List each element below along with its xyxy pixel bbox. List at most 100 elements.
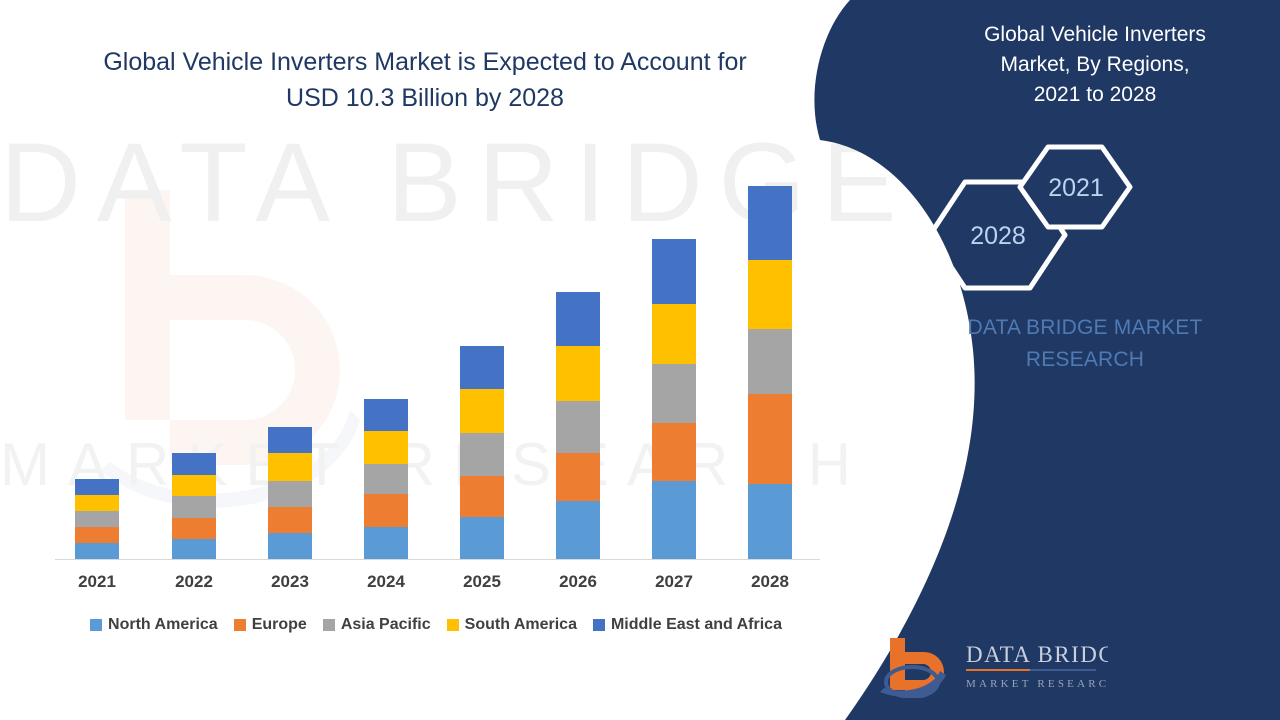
bar-column-2021 xyxy=(75,479,119,559)
logo-name-bottom: MARKET RESEARCH xyxy=(966,678,1108,690)
panel-brand-line2: RESEARCH xyxy=(1025,348,1145,371)
bar-segment xyxy=(364,494,408,527)
bar-segment xyxy=(172,475,216,496)
bar-segment xyxy=(556,401,600,453)
bar-segment xyxy=(172,539,216,559)
x-axis-line xyxy=(55,559,820,560)
bar-column-2022 xyxy=(172,453,216,559)
legend-swatch-icon xyxy=(592,619,605,631)
bar-segment xyxy=(75,479,119,495)
hexagon-2021-label: 2021 xyxy=(1048,174,1104,202)
chart-legend: North America Europe Asia Pacific South Ame… xyxy=(46,616,826,634)
legend-label: South America xyxy=(464,616,577,633)
legend-swatch-icon xyxy=(233,619,246,631)
hexagon-2028-outline xyxy=(927,179,1068,291)
bar-segment xyxy=(268,533,312,559)
bar-column-2025 xyxy=(460,346,504,559)
bar-segment xyxy=(556,453,600,501)
bar-segment xyxy=(652,239,696,304)
bar-segment xyxy=(748,329,792,394)
right-side-panel: Global Vehicle Inverters Market, By Regi… xyxy=(810,0,1280,720)
panel-title: Global Vehicle Inverters Market, By Regi… xyxy=(930,20,1260,110)
legend-label: Asia Pacific xyxy=(340,616,431,633)
hexagon-badge-group: 2028 2021 xyxy=(927,144,1133,291)
bar-column-2028 xyxy=(748,186,792,559)
bar-column-2023 xyxy=(268,427,312,559)
legend-label: Middle East and Africa xyxy=(610,616,782,633)
x-axis-label-2023: 2023 xyxy=(271,572,309,591)
bar-segment xyxy=(652,304,696,364)
x-axis-label-2028: 2028 xyxy=(751,572,789,591)
bar-segment xyxy=(556,501,600,559)
bar-segment xyxy=(364,431,408,464)
bar-chart-plot-area xyxy=(55,150,820,560)
bar-segment xyxy=(268,453,312,481)
chart-title-line1: Global Vehicle Inverters Market is Expec… xyxy=(103,48,747,76)
bar-segment xyxy=(748,394,792,484)
bar-segment xyxy=(748,186,792,260)
panel-brand-line1: DATA BRIDGE MARKET xyxy=(967,316,1203,339)
bar-column-2026 xyxy=(556,292,600,559)
bar-segment xyxy=(172,496,216,518)
legend-label: North America xyxy=(108,616,218,633)
bar-segment xyxy=(652,423,696,481)
legend-item[interactable]: Asia Pacific xyxy=(322,616,431,634)
legend-item[interactable]: North America xyxy=(90,616,218,634)
logo-name-top: DATA BRIDGE xyxy=(966,642,1108,667)
x-axis-label-2027: 2027 xyxy=(655,572,693,591)
panel-brand-text: DATA BRIDGE MARKET RESEARCH xyxy=(920,312,1250,376)
chart-title: Global Vehicle Inverters Market is Expec… xyxy=(60,44,790,116)
bar-segment xyxy=(172,518,216,539)
bar-segment xyxy=(75,511,119,527)
bar-segment xyxy=(652,481,696,559)
bar-segment xyxy=(75,495,119,511)
bar-segment xyxy=(460,517,504,559)
bar-segment xyxy=(364,527,408,559)
x-axis-label-2021: 2021 xyxy=(78,572,116,591)
bar-segment xyxy=(172,453,216,475)
bar-segment xyxy=(556,346,600,401)
legend-item[interactable]: South America xyxy=(446,616,577,634)
bar-segment xyxy=(460,476,504,517)
chart-title-line2: USD 10.3 Billion by 2028 xyxy=(286,84,564,112)
logo-swoosh xyxy=(880,671,946,697)
x-axis-label-2022: 2022 xyxy=(175,572,213,591)
bar-segment xyxy=(268,427,312,453)
bar-column-2027 xyxy=(652,239,696,559)
x-axis-label-2024: 2024 xyxy=(367,572,405,591)
hexagon-badges: 2028 2021 xyxy=(910,140,1210,300)
x-axis-labels: 2021 2022 2023 2024 2025 2026 2027 2028 xyxy=(55,572,820,600)
legend-swatch-icon xyxy=(90,619,103,631)
bar-segment xyxy=(268,481,312,507)
legend-label: Europe xyxy=(251,616,307,633)
bar-segment xyxy=(75,543,119,559)
x-axis-label-2025: 2025 xyxy=(463,572,501,591)
panel-title-line2: Market, By Regions, xyxy=(1000,53,1190,76)
bar-segment xyxy=(460,389,504,433)
bar-segment xyxy=(556,292,600,346)
legend-item[interactable]: Middle East and Africa xyxy=(592,616,782,634)
panel-title-line3: 2021 to 2028 xyxy=(1033,83,1157,106)
logo-b-stem xyxy=(890,638,905,690)
hexagon-2021-outline xyxy=(1017,144,1133,230)
panel-background-shape xyxy=(814,0,1280,720)
legend-swatch-icon xyxy=(446,619,459,631)
bar-segment xyxy=(748,484,792,559)
bar-segment xyxy=(364,464,408,494)
logo-ellipse xyxy=(884,665,940,698)
bar-segment xyxy=(364,399,408,431)
legend-swatch-icon xyxy=(322,619,335,631)
hexagon-2028-label: 2028 xyxy=(970,222,1026,250)
data-bridge-logo: DATA BRIDGE MARKET RESEARCH xyxy=(878,632,1108,698)
bar-segment xyxy=(460,346,504,389)
legend-item[interactable]: Europe xyxy=(233,616,307,634)
bar-segment xyxy=(652,364,696,423)
panel-title-line1: Global Vehicle Inverters xyxy=(984,23,1206,46)
x-axis-label-2026: 2026 xyxy=(559,572,597,591)
bar-segment xyxy=(75,527,119,543)
bar-segment xyxy=(748,260,792,329)
bar-column-2024 xyxy=(364,399,408,559)
bar-segment xyxy=(460,433,504,476)
bar-segment xyxy=(268,507,312,533)
